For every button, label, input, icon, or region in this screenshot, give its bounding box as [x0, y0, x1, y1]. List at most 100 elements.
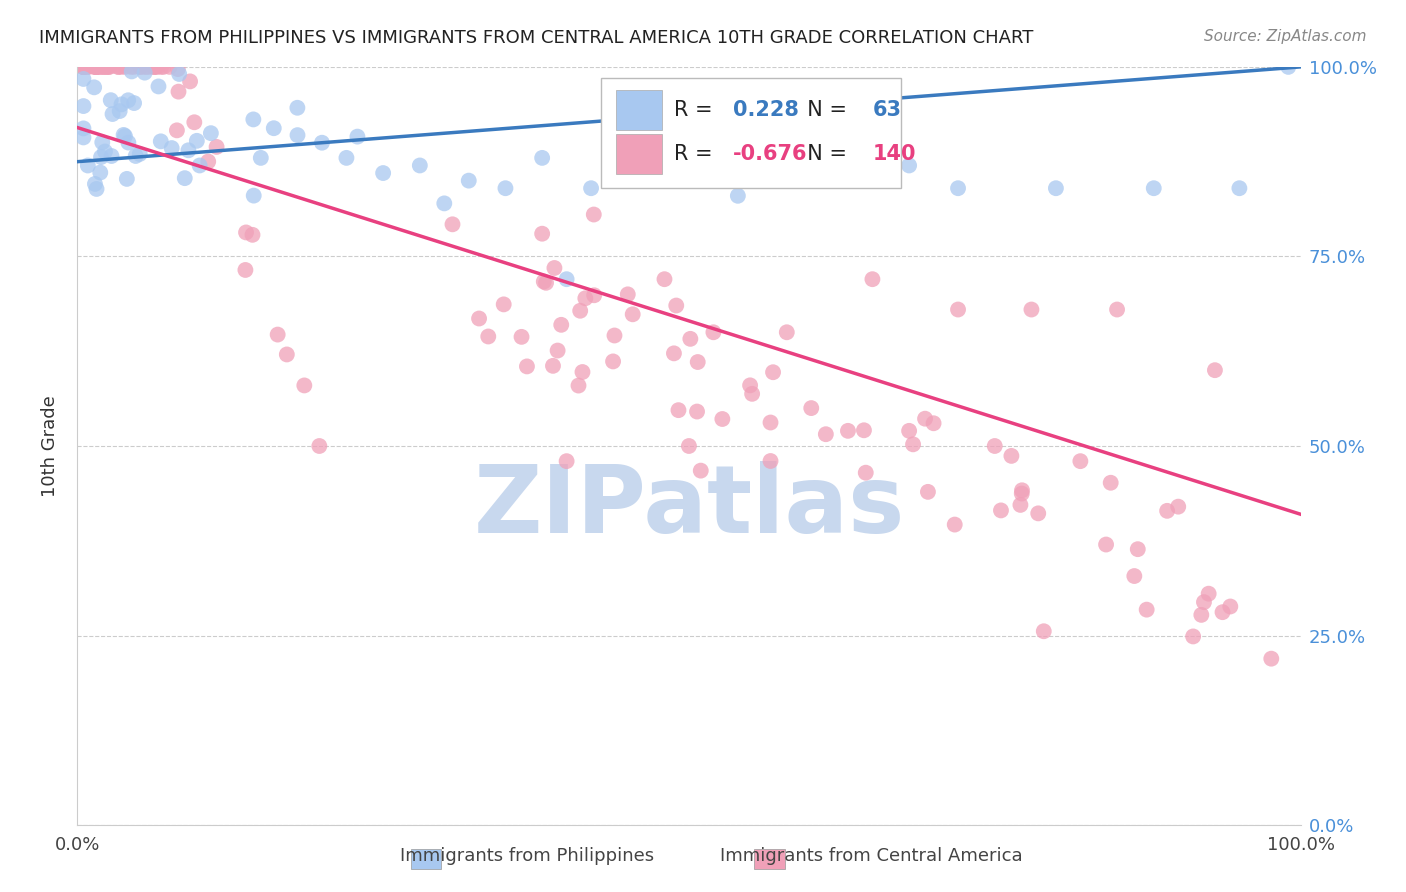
Text: -0.676: -0.676 [733, 145, 807, 164]
Point [686, 404, 709, 418]
Point [547, 343, 569, 358]
Point [574, 291, 596, 305]
Text: R =: R = [675, 100, 720, 120]
Point [177, 143, 200, 157]
Point [686, 355, 709, 369]
Point [84, 60, 107, 74]
Point [86, 60, 108, 74]
Point [83, 80, 105, 95]
Point [72, 130, 94, 145]
Point [1123, 569, 1146, 583]
Point [94, 60, 117, 74]
Point [555, 272, 578, 286]
Point [138, 60, 160, 74]
Point [117, 136, 139, 150]
Point [1229, 181, 1251, 195]
Point [1219, 599, 1241, 614]
Point [72, 72, 94, 87]
Point [292, 378, 315, 392]
Point [901, 437, 924, 451]
Point [84, 60, 107, 74]
Point [1000, 449, 1022, 463]
Point [409, 159, 432, 173]
Point [1026, 507, 1049, 521]
Point [678, 439, 700, 453]
Point [468, 311, 491, 326]
Text: IMMIGRANTS FROM PHILIPPINES VS IMMIGRANTS FROM CENTRAL AMERICA 10TH GRADE CORREL: IMMIGRANTS FROM PHILIPPINES VS IMMIGRANT… [39, 29, 1033, 46]
Point [100, 93, 122, 107]
Point [1204, 363, 1226, 377]
Point [200, 126, 222, 140]
Point [1107, 302, 1129, 317]
Point [134, 60, 156, 74]
Point [898, 424, 921, 438]
Point [1212, 605, 1234, 619]
Point [308, 439, 330, 453]
Text: N =: N = [794, 100, 853, 120]
Point [621, 307, 644, 321]
Point [128, 147, 150, 161]
Point [543, 260, 565, 275]
Point [837, 424, 859, 438]
Point [1011, 483, 1033, 498]
Point [101, 107, 124, 121]
Point [477, 329, 499, 343]
Point [72, 60, 94, 74]
Point [433, 196, 456, 211]
Point [531, 227, 554, 241]
Point [121, 64, 143, 78]
Point [1099, 475, 1122, 490]
Point [516, 359, 538, 374]
Point [740, 378, 762, 392]
Text: ZIPatlas: ZIPatlas [474, 460, 904, 553]
Point [86, 182, 108, 196]
Point [129, 60, 152, 74]
Point [1069, 454, 1091, 468]
Text: Immigrants from Philippines: Immigrants from Philippines [401, 847, 654, 865]
Point [188, 159, 211, 173]
Point [83, 60, 105, 74]
Text: 0.228: 0.228 [733, 100, 799, 120]
Point [1126, 542, 1149, 557]
Point [555, 454, 578, 468]
Point [179, 74, 201, 88]
Point [242, 188, 264, 202]
Text: N =: N = [794, 145, 853, 164]
Point [72, 99, 94, 113]
Point [160, 141, 183, 155]
Point [800, 401, 823, 416]
Point [759, 454, 782, 468]
Y-axis label: 10th Grade: 10th Grade [41, 395, 59, 497]
Point [110, 97, 132, 112]
Point [235, 226, 257, 240]
Text: R =: R = [675, 145, 720, 164]
Point [94, 145, 117, 159]
Point [759, 416, 782, 430]
Point [146, 60, 169, 74]
Point [702, 325, 724, 339]
Point [984, 439, 1007, 453]
FancyBboxPatch shape [600, 78, 901, 188]
Point [531, 151, 554, 165]
Point [711, 412, 734, 426]
Point [110, 60, 132, 74]
Point [776, 325, 799, 339]
Point [72, 60, 94, 74]
Point [582, 207, 605, 221]
Point [89, 60, 111, 74]
FancyBboxPatch shape [616, 90, 662, 130]
Point [346, 129, 368, 144]
Point [173, 171, 195, 186]
Point [108, 104, 131, 119]
Point [990, 503, 1012, 517]
Point [72, 60, 94, 74]
Point [242, 112, 264, 127]
Point [166, 123, 188, 137]
Point [541, 359, 564, 373]
Point [1277, 60, 1299, 74]
Point [114, 129, 136, 144]
Point [76, 60, 98, 74]
Point [135, 60, 157, 74]
Point [86, 60, 108, 74]
Point [128, 60, 150, 74]
